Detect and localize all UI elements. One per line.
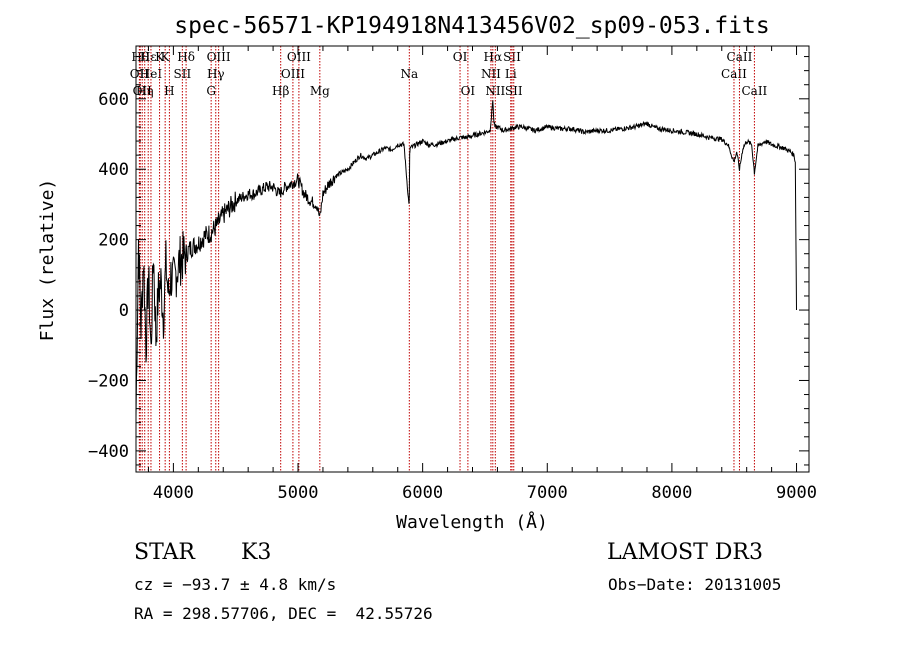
plot-area <box>135 100 797 417</box>
y-axis-title: Flux (relative) <box>37 179 58 342</box>
line-marker-label: OIII <box>207 50 231 64</box>
line-marker-label: OII <box>133 84 153 98</box>
line-marker-label: HeI <box>140 67 163 81</box>
line-marker-label: K <box>155 50 165 64</box>
x-tick-label: 8000 <box>651 483 692 503</box>
line-marker-label: Mg <box>310 84 330 98</box>
line-marker-label: Hγ <box>207 67 225 81</box>
line-marker-label: SII <box>505 84 523 98</box>
line-marker-label: OI <box>453 50 468 64</box>
line-marker-label: G <box>206 84 216 98</box>
line-marker-label: Hα <box>484 50 503 64</box>
obs-date: Obs−Date: 20131005 <box>608 575 782 594</box>
line-marker-label: NII <box>481 67 501 81</box>
line-marker-label: Na <box>400 67 418 81</box>
survey-name: LAMOST DR3 <box>607 540 763 565</box>
x-tick-label: 5000 <box>278 483 319 503</box>
x-tick-label: 6000 <box>402 483 443 503</box>
redshift-readout: cz = −93.7 ± 4.8 km/s <box>134 575 337 594</box>
emission-line-markers: HθOIIOIIHηHεHeIKKHSIIHδGHγOIIIHβOIIIOIII… <box>130 46 768 472</box>
line-marker-label: OIII <box>287 50 311 64</box>
x-tick-label: 9000 <box>776 483 817 503</box>
line-marker-label: Li <box>505 67 517 81</box>
line-marker-label: K <box>161 50 171 64</box>
line-marker-label: CaII <box>741 84 767 98</box>
plot-frame <box>135 45 810 473</box>
coordinates: RA = 298.57706, DEC = 42.55726 <box>134 604 433 623</box>
x-axis-title: Wavelength (Å) <box>396 511 548 533</box>
line-marker-label: Hη <box>136 84 154 98</box>
line-marker-label: Hβ <box>272 84 289 98</box>
y-tick-label: 200 <box>98 231 129 251</box>
line-marker-label: SII <box>503 50 521 64</box>
x-tick-label: 4000 <box>153 483 194 503</box>
spectrum-line <box>135 100 797 417</box>
object-class: STAR <box>134 540 195 565</box>
y-tick-label: −200 <box>88 371 129 391</box>
line-marker-label: NII <box>485 84 505 98</box>
axis-ticks: 4000 5000 6000 7000 8000 9000 −400 −200 0 200 400 6… <box>88 46 817 503</box>
line-marker-label: CaII <box>721 67 747 81</box>
line-marker-label: Hε <box>140 50 157 64</box>
y-tick-label: 400 <box>98 160 129 180</box>
line-marker-label: SII <box>174 67 192 81</box>
line-marker-label: Hδ <box>177 50 195 64</box>
line-marker-label: OI <box>461 84 476 98</box>
x-tick-label: 7000 <box>527 483 568 503</box>
line-marker-label: OIII <box>281 67 305 81</box>
y-tick-label: 0 <box>119 301 129 321</box>
chart-title: spec-56571-KP194918N413456V02_sp09-053.f… <box>174 13 769 39</box>
y-tick-label: 600 <box>98 90 129 110</box>
y-tick-label: −400 <box>88 442 129 462</box>
line-marker-label: CaII <box>727 50 753 64</box>
line-marker-label: H <box>164 84 174 98</box>
object-subclass: K3 <box>241 540 272 565</box>
